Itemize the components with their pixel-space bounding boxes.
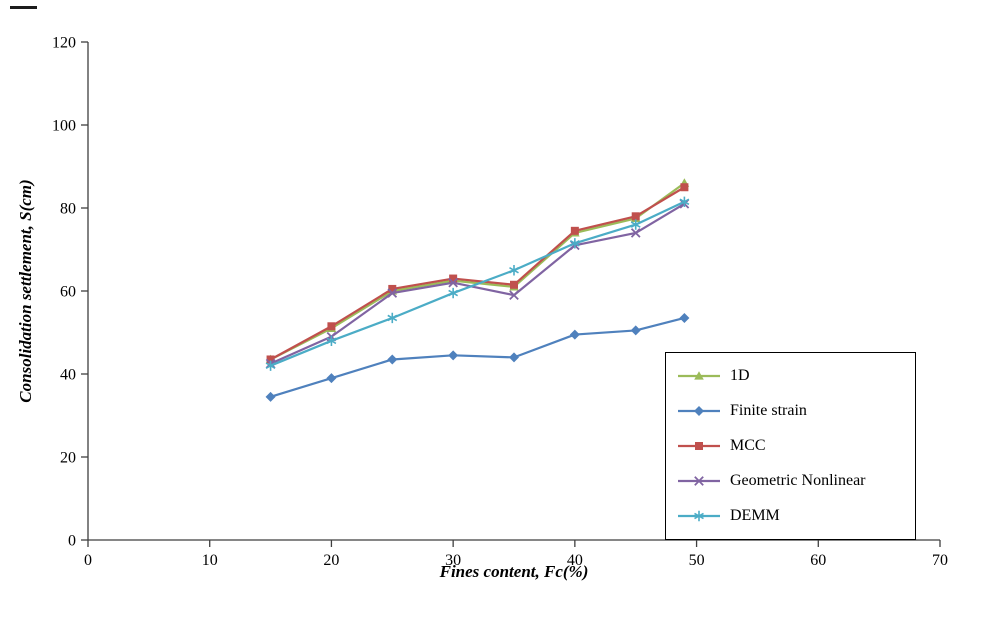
marker-x — [694, 476, 704, 486]
legend-label-geometric-nonlinear: Geometric Nonlinear — [730, 472, 866, 490]
series-line — [269, 182, 686, 361]
x-tick-label: 50 — [689, 552, 705, 569]
marker-asterisk — [509, 265, 519, 276]
marker-x — [448, 277, 458, 288]
marker-square — [680, 183, 689, 192]
legend-swatch-geometric-nonlinear — [676, 472, 722, 490]
y-axis-title: Consolidation settlement, S(cm) — [16, 179, 35, 403]
marker-diamond — [694, 405, 704, 416]
x-tick-label: 30 — [445, 552, 461, 569]
legend-sample-x — [678, 476, 720, 486]
marker-triangle — [694, 370, 704, 380]
marker-square — [510, 280, 518, 289]
x-tick-label: 0 — [84, 552, 92, 569]
legend-sample-diamond — [678, 405, 720, 416]
y-tick-label: 60 — [60, 284, 76, 301]
marker-diamond — [509, 352, 519, 363]
marker-x — [509, 290, 519, 300]
marker-diamond — [448, 350, 459, 361]
legend-swatch-finite-strain — [676, 402, 722, 420]
marker-x — [387, 288, 398, 298]
marker-square — [388, 284, 397, 293]
x-tick-label: 60 — [810, 552, 826, 569]
marker-square — [327, 322, 336, 331]
y-tick-label: 120 — [52, 35, 76, 52]
marker-diamond — [679, 312, 690, 323]
legend-item-demm: DEMM — [676, 507, 905, 525]
scan-artifact-line — [10, 6, 37, 9]
x-tick-label: 10 — [202, 552, 218, 569]
legend-label-mcc: MCC — [730, 436, 766, 454]
marker-x — [630, 228, 641, 238]
series-demm — [265, 196, 690, 371]
legend-item-finite-strain: Finite strain — [676, 402, 905, 420]
marker-asterisk — [448, 287, 459, 299]
series-line — [269, 316, 686, 398]
y-tick-label: 40 — [60, 367, 76, 384]
marker-diamond — [387, 354, 398, 365]
legend-label-demm: DEMM — [730, 507, 780, 525]
x-axis-title: Fines content, Fc(%) — [439, 562, 589, 581]
marker-asterisk — [694, 511, 704, 522]
legend-item-geometric-nonlinear: Geometric Nonlinear — [676, 472, 905, 490]
legend-item-1d: 1D — [676, 367, 905, 385]
marker-square — [570, 226, 579, 235]
series-line — [269, 202, 686, 365]
marker-asterisk — [387, 312, 398, 324]
y-tick-label: 100 — [52, 118, 76, 135]
legend-swatch-mcc — [676, 437, 722, 455]
marker-square — [631, 212, 640, 221]
x-tick-label: 70 — [932, 552, 948, 569]
marker-square — [266, 355, 275, 364]
y-tick-label: 80 — [60, 201, 76, 218]
legend-sample-asterisk — [678, 511, 720, 522]
marker-asterisk — [569, 238, 580, 249]
marker-asterisk — [630, 219, 641, 230]
legend-label-1d: 1D — [730, 366, 750, 384]
legend: 1D Finite strain MCC Geometric Nonlinear… — [665, 352, 916, 540]
marker-asterisk — [265, 360, 276, 371]
marker-square — [449, 274, 458, 283]
x-tick-label: 40 — [567, 552, 583, 569]
series-line — [269, 186, 686, 361]
legend-swatch-1d — [676, 367, 722, 385]
legend-sample-triangle — [678, 370, 720, 380]
y-tick-label: 0 — [68, 533, 76, 550]
marker-diamond — [265, 391, 276, 402]
legend-swatch-demm — [676, 507, 722, 525]
legend-item-mcc: MCC — [676, 437, 905, 455]
legend-label-finite-strain: Finite strain — [730, 401, 807, 419]
legend-sample-square — [678, 441, 720, 450]
marker-square — [695, 441, 703, 450]
marker-asterisk — [326, 335, 337, 346]
x-tick-label: 20 — [323, 552, 339, 569]
y-tick-label: 20 — [60, 450, 76, 467]
series-finite-strain — [265, 312, 690, 402]
marker-diamond — [630, 325, 641, 336]
marker-diamond — [569, 329, 580, 340]
marker-asterisk — [679, 196, 690, 207]
series-line — [269, 200, 686, 367]
marker-diamond — [326, 373, 337, 384]
